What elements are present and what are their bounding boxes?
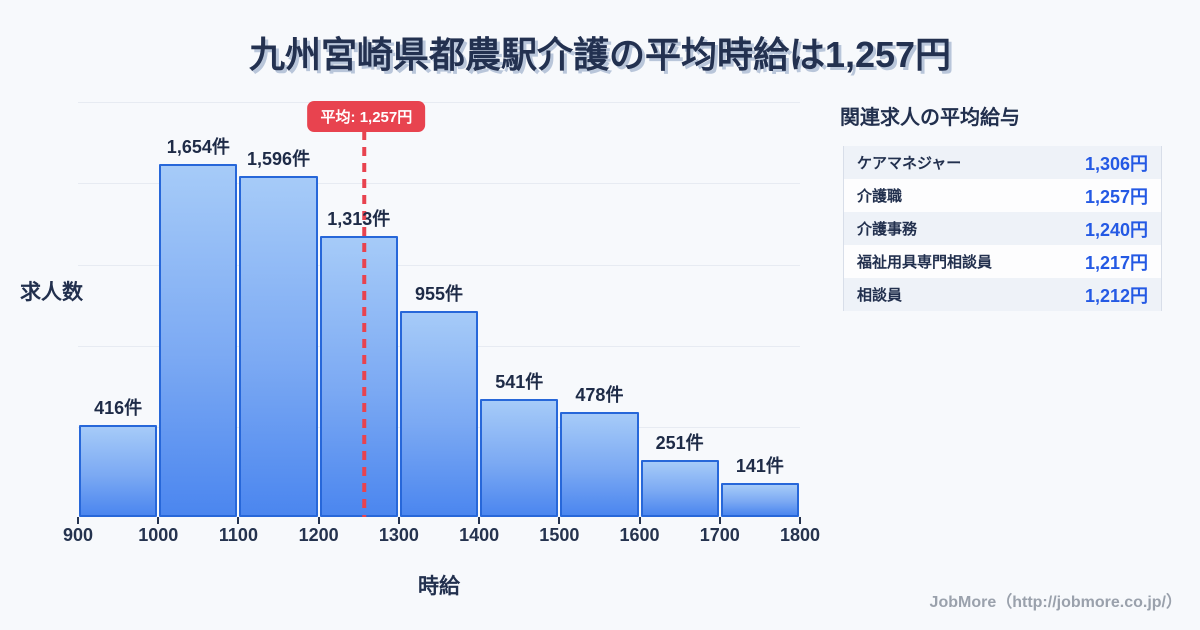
gridline [78,183,800,185]
x-axis-tick [397,517,400,524]
job-title-label: 介護職 [857,188,903,205]
histogram-bar [159,164,238,517]
related-jobs-panel-title: 関連求人の平均給与 [840,107,1020,129]
page-title: 九州宮崎県都農駅介護の平均時給は1,257円 [248,34,952,75]
salary-table: ケアマネジャー 1,306円介護職 1,257円介護事務 1,240円福祉用具専門相談… [843,146,1162,311]
bar-value-label: 478件 [575,385,624,405]
histogram-bar [720,483,799,517]
x-axis-label-row: 時給 [78,570,800,600]
job-title-label: ケアマネジャー [857,155,962,172]
salary-table-row: ケアマネジャー 1,306円 [844,146,1161,179]
x-axis-tick [638,517,641,524]
x-axis-tick [237,517,240,524]
histogram-bar [640,460,719,517]
job-title-label: 相談員 [857,287,903,304]
x-axis-tick [478,517,481,524]
x-axis-tick [157,517,160,524]
bar-value-label: 1,654件 [166,137,230,157]
histogram-bar [319,236,398,517]
x-axis-tick [718,517,721,524]
salary-table-row: 介護職 1,257円 [844,179,1161,212]
histogram-bar [399,311,479,517]
bar-value-label: 251件 [655,433,704,453]
job-wage-value: 1,217円 [1084,252,1148,273]
y-axis-label: 求人数 [20,281,83,304]
x-axis-tick-label: 1500 [539,525,580,545]
x-axis-tick-label: 900 [62,525,94,545]
average-badge: 平均: 1,257円 [307,101,426,132]
x-axis-tick [77,517,79,524]
x-axis-tick [317,517,320,524]
salary-table-row: 福祉用具専門相談員 1,217円 [844,245,1161,278]
wage-histogram: 平均: 1,257円 416件 1,654件 1,596件 1,313件 955件 541… [63,95,820,545]
x-axis-tick-label: 1800 [779,525,821,545]
x-axis-tick-label: 1400 [459,525,500,545]
histogram-bar [239,176,318,517]
job-title-label: 介護事務 [857,221,918,238]
x-axis-tick-label: 1100 [218,525,258,545]
bar-value-label: 955件 [414,284,464,304]
salary-table-row: 介護事務 1,240円 [844,212,1161,245]
x-axis-tick [558,517,561,524]
job-wage-value: 1,212円 [1084,285,1148,306]
job-title-label: 福祉用具専門相談員 [857,254,993,271]
x-axis-tick-label: 1000 [138,525,179,545]
x-axis-tick-label: 1600 [619,525,660,545]
bar-value-label: 541件 [495,372,544,392]
gridline [78,264,800,266]
x-axis-tick-label: 1700 [699,525,740,545]
x-axis-tick-label: 1300 [378,525,419,545]
bar-value-label: 1,596件 [247,149,311,169]
average-line [362,131,367,517]
x-axis-tick [799,517,801,524]
salary-table-row: 相談員 1,212円 [844,278,1161,311]
bar-value-label: 416件 [94,398,143,418]
histogram-bar [480,399,559,517]
x-axis-label: 時給 [418,575,460,598]
gridline [78,102,800,103]
histogram-bar [79,425,158,517]
job-wage-value: 1,257円 [1084,186,1148,207]
footer-credit: JobMore（http://jobmore.co.jp/） [929,594,1182,611]
histogram-bar [560,412,639,517]
job-wage-value: 1,306円 [1084,153,1148,174]
bar-value-label: 141件 [735,456,784,476]
bar-value-label: 1,313件 [327,209,391,229]
x-axis-tick-label: 1200 [298,525,339,545]
job-wage-value: 1,240円 [1084,219,1148,240]
